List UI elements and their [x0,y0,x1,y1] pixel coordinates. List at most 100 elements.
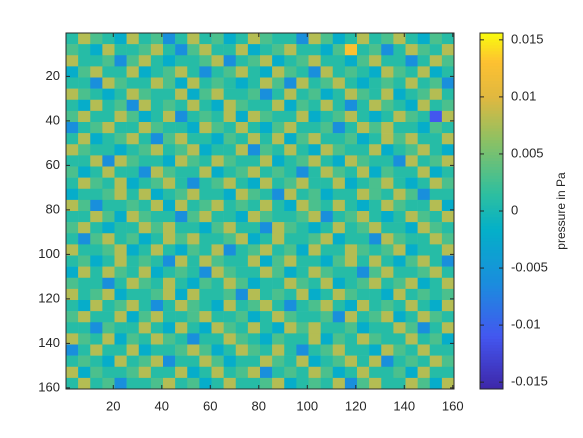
colorbar-band [480,101,503,105]
colorbar-band [480,133,503,138]
heatmap-cell [126,177,140,190]
heatmap-cell [114,255,127,267]
heatmap-cell [102,255,115,267]
colorbar-band [480,314,503,319]
heatmap-cell [102,66,115,78]
colorbar-band [480,33,503,37]
heatmap-cell [150,188,164,201]
heatmap-cell [320,55,334,67]
heatmap-cell [187,77,200,89]
heatmap-cell [344,166,358,178]
heatmap-cell [429,377,443,390]
colorbar-band [480,175,503,179]
heatmap-cell [90,311,103,323]
heatmap-cell [211,144,224,156]
heatmap-cell [332,110,346,123]
heatmap-cell [114,33,127,45]
heatmap-cell [405,366,418,379]
heatmap-cell [163,188,176,201]
heatmap-cell [405,99,418,112]
heatmap-cell [163,277,176,290]
heatmap-cell [163,322,176,334]
heatmap-cell [163,66,176,78]
heatmap-cell [223,333,237,345]
heatmap-cell [187,122,200,134]
heatmap-cell [260,144,273,156]
heatmap-cell [405,255,418,267]
heatmap-cell [308,44,321,56]
heatmap-cell [199,300,212,312]
heatmap-cell [320,88,334,101]
heatmap-cell [284,266,297,279]
colorbar-tick-label: 0 [511,202,518,217]
heatmap-cell [102,344,115,356]
colorbar-band [480,377,503,381]
colorbar-band [480,44,503,49]
heatmap-cell [187,66,200,78]
heatmap-cell [138,244,152,256]
heatmap-cell [199,55,212,67]
heatmap-cell [441,199,455,212]
heatmap-cell [66,110,79,123]
colorbar-tick-label: 0.015 [511,31,544,46]
heatmap-cell [320,377,334,390]
heatmap-cell [284,244,297,256]
heatmap-cell [90,122,103,134]
colorbar-band [480,276,503,280]
heatmap-cell [332,277,346,290]
heatmap-cell [272,355,285,368]
heatmap-cell [393,33,406,45]
heatmap-cell [247,222,261,234]
heatmap-cell [429,66,443,78]
heatmap-cell [187,366,200,379]
heatmap-cell [369,333,382,345]
colorbar-band [480,184,503,188]
heatmap-cell [344,222,358,234]
heatmap-cell [296,110,309,123]
heatmap-cell [344,333,358,345]
heatmap-cell [247,366,261,379]
heatmap-cell [150,255,164,267]
heatmap-cell [175,122,188,134]
heatmap-cell [369,88,382,101]
heatmap-cell [369,377,382,390]
heatmap-cell [296,366,309,379]
heatmap-cell [66,322,79,334]
heatmap-cell [114,222,127,234]
heatmap-cell [320,300,334,312]
heatmap-cell [272,322,285,334]
heatmap-cell [429,233,443,245]
heatmap-cell [126,288,140,301]
heatmap-cell [369,322,382,334]
heatmap-cell [78,377,91,390]
heatmap-cell [357,344,370,356]
heatmap-cell [417,300,431,312]
heatmap-cell [320,355,334,368]
colorbar-band [480,368,503,372]
heatmap-cell [357,122,370,134]
colorbar-band [480,169,503,173]
heatmap-cell [187,233,200,245]
colorbar-band [480,122,503,126]
heatmap-cell [66,355,79,368]
heatmap-cell [357,144,370,156]
heatmap-cell [405,177,418,190]
heatmap-cell [441,377,455,390]
heatmap-cell [102,211,115,223]
heatmap-cell [320,177,334,190]
heatmap-cell [138,122,152,134]
heatmap-cell [102,188,115,201]
heatmap-cell [199,266,212,279]
heatmap-cell [296,311,309,323]
heatmap-cell [260,110,273,123]
heatmap-cell [175,177,188,190]
colorbar-band [480,374,503,378]
heatmap-cell [150,122,164,134]
heatmap-cell [175,288,188,301]
heatmap-cell [441,288,455,301]
heatmap-cell [441,110,455,123]
colorbar-tick-label: 0.005 [511,145,544,160]
heatmap-cell [199,199,212,212]
heatmap-cell [78,322,91,334]
heatmap-cell [235,177,249,190]
